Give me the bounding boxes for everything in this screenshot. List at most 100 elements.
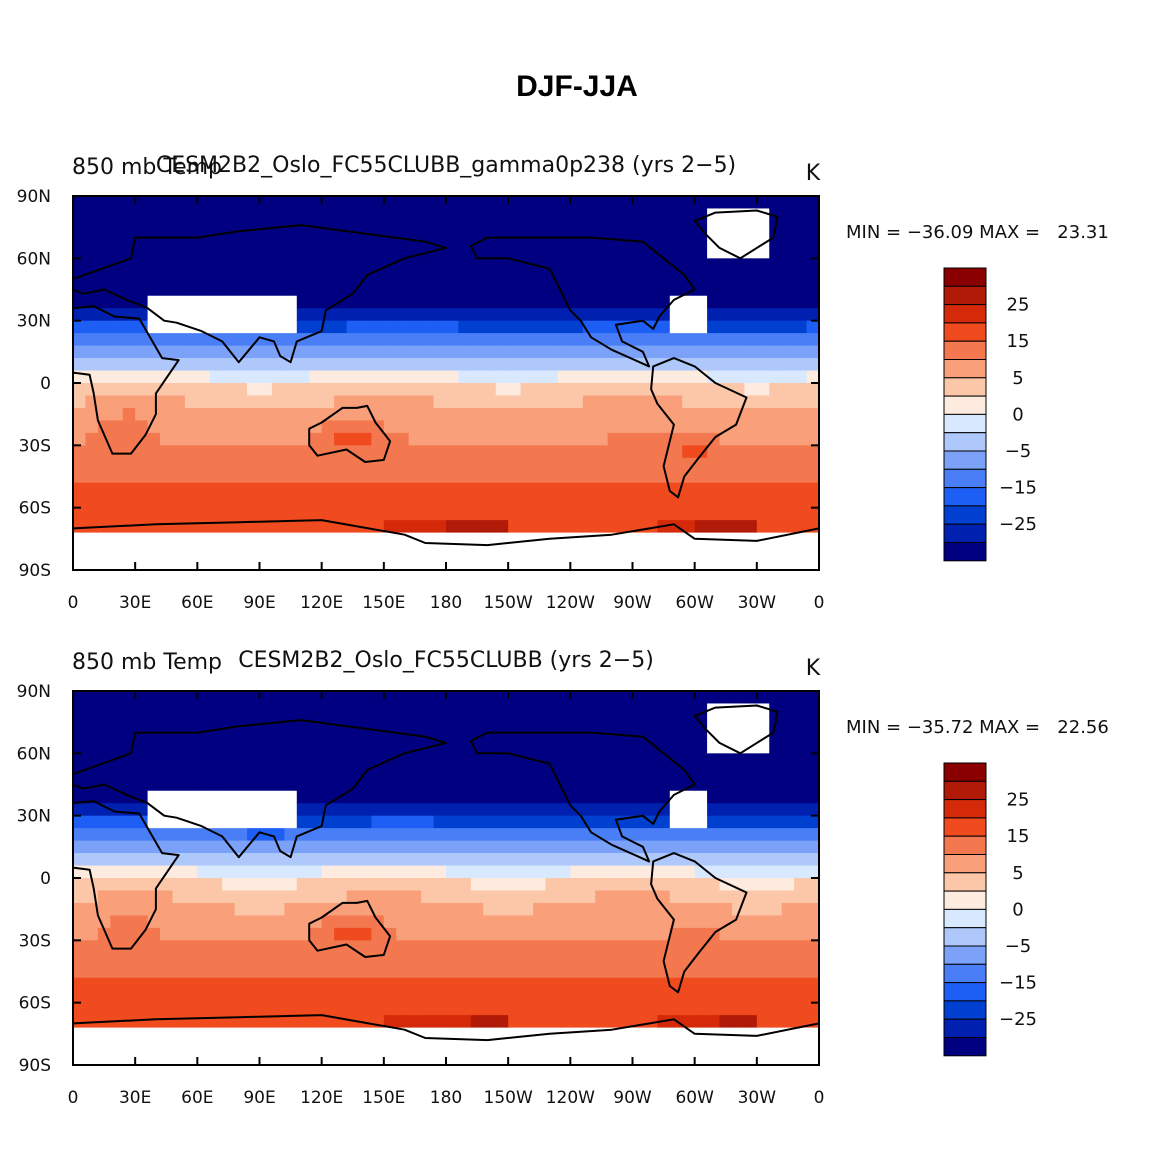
field-cell (520, 691, 534, 705)
field-cell (371, 878, 385, 892)
field-cell (570, 1015, 584, 1029)
field-cell (284, 407, 298, 421)
field-cell (346, 370, 360, 384)
left-title: 850 mb Temp (72, 650, 222, 675)
field-cell (533, 703, 547, 717)
field-cell (259, 977, 273, 991)
field-cell (769, 1002, 783, 1016)
field-cell (396, 952, 410, 966)
field-cell (620, 470, 634, 484)
field-cell (284, 208, 298, 222)
field-cell (495, 753, 509, 767)
colorbar-label: 25 (1007, 790, 1030, 811)
field-cell (271, 853, 285, 867)
field-cell (122, 902, 136, 916)
field-cell (595, 196, 609, 210)
field-cell (694, 557, 708, 571)
field-cell (122, 258, 136, 272)
field-cell (644, 445, 658, 459)
field-cell (160, 1052, 174, 1066)
field-cell (707, 828, 721, 842)
field-cell (694, 208, 708, 222)
field-cell (135, 470, 149, 484)
field-cell (769, 853, 783, 867)
field-cell (620, 940, 634, 954)
colorbar-box (943, 780, 987, 801)
field-cell (570, 815, 584, 829)
field-cell (358, 532, 372, 546)
field-cell (470, 532, 484, 546)
field-cell (756, 890, 770, 904)
field-cell (508, 840, 522, 854)
field-cell (222, 765, 236, 779)
field-cell (607, 420, 621, 434)
field-cell (446, 470, 460, 484)
field-cell (570, 1040, 584, 1054)
field-cell (781, 208, 795, 222)
field-cell (508, 890, 522, 904)
field-cell (533, 977, 547, 991)
min-max-label: MIN = −36.09 MAX = 23.31 (846, 222, 1109, 243)
field-cell (620, 520, 634, 534)
field-cell (545, 790, 559, 804)
field-cell (234, 333, 248, 347)
colorbar-box (943, 487, 987, 507)
field-cell (632, 370, 646, 384)
field-cell (147, 890, 161, 904)
field-cell (197, 853, 211, 867)
field-cell (271, 358, 285, 372)
field-cell (296, 245, 310, 259)
field-cell (781, 765, 795, 779)
field-cell (247, 965, 261, 979)
field-cell (607, 358, 621, 372)
field-cell (433, 407, 447, 421)
field-cell (247, 333, 261, 347)
field-cell (247, 865, 261, 879)
field-cell (582, 557, 596, 571)
field-cell (657, 345, 671, 359)
field-cell (657, 990, 671, 1004)
field-cell (147, 370, 161, 384)
field-cell (794, 233, 808, 247)
field-cell (371, 245, 385, 259)
field-cell (769, 358, 783, 372)
field-cell (731, 507, 745, 521)
field-cell (508, 778, 522, 792)
field-cell (520, 803, 534, 817)
field-cell (781, 878, 795, 892)
field-cell (570, 245, 584, 259)
field-cell (533, 815, 547, 829)
field-cell (234, 507, 248, 521)
colorbar-label: 5 (1012, 368, 1023, 389)
field-cell (557, 457, 571, 471)
field-cell (483, 815, 497, 829)
field-cell (582, 952, 596, 966)
field-cell (533, 1040, 547, 1054)
field-cell (483, 520, 497, 534)
field-cell (570, 383, 584, 397)
field-cell (470, 407, 484, 421)
field-cell (383, 532, 397, 546)
field-cell (520, 890, 534, 904)
field-cell (271, 865, 285, 879)
field-cell (122, 1052, 136, 1066)
field-cell (85, 358, 99, 372)
field-cell (147, 952, 161, 966)
field-cell (731, 691, 745, 705)
field-cell (694, 990, 708, 1004)
field-cell (744, 840, 758, 854)
field-cell (669, 965, 683, 979)
field-cell (147, 1002, 161, 1016)
field-cell (582, 778, 596, 792)
field-cell (607, 295, 621, 309)
field-cell (122, 940, 136, 954)
field-cell (197, 395, 211, 409)
field-cell (97, 495, 111, 509)
field-cell (620, 383, 634, 397)
field-cell (97, 545, 111, 559)
field-cell (595, 728, 609, 742)
field-cell (358, 865, 372, 879)
field-cell (620, 507, 634, 521)
field-cell (582, 333, 596, 347)
field-cell (719, 840, 733, 854)
